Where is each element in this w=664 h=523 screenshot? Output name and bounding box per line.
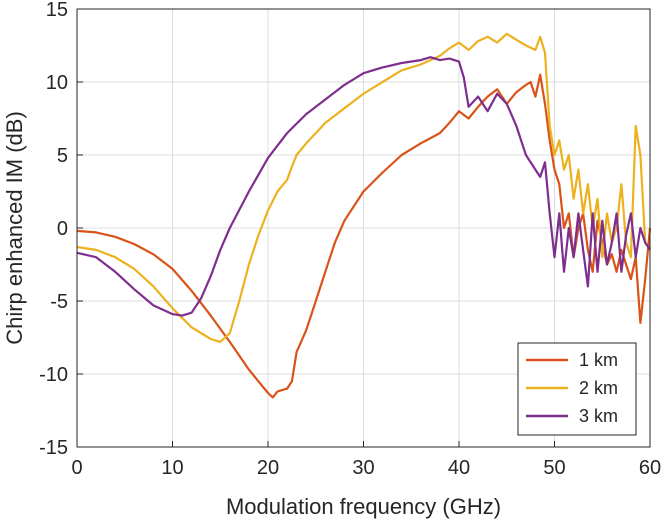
x-axis-label: Modulation frequency (GHz)	[226, 494, 501, 519]
x-tick-label: 30	[352, 457, 374, 479]
legend-label-1: 1 km	[579, 350, 618, 370]
legend-label-2: 2 km	[579, 378, 618, 398]
x-tick-label: 20	[257, 457, 279, 479]
y-tick-label: 0	[57, 218, 68, 240]
series-layer	[76, 32, 652, 399]
x-tick-label: 40	[448, 457, 470, 479]
legend-label-3: 3 km	[579, 406, 618, 426]
y-axis-label: Chirp enhanced IM (dB)	[2, 111, 27, 345]
y-tick-label: -5	[50, 291, 68, 313]
y-tick-labels: -15 -10 -5 0 5 10 15	[39, 0, 68, 459]
x-tick-label: 60	[639, 457, 661, 479]
x-tick-label: 50	[543, 457, 565, 479]
y-tick-label: 5	[57, 145, 68, 167]
axes	[76, 8, 651, 448]
x-tick-label: 10	[161, 457, 183, 479]
series-line-2	[76, 32, 651, 343]
x-tick-label: 0	[71, 457, 82, 479]
series-line-3	[76, 56, 651, 317]
y-tick-label: -10	[39, 364, 68, 386]
legend: 1 km 2 km 3 km	[517, 342, 637, 436]
x-tick-labels: 0 10 20 30 40 50 60	[71, 457, 661, 479]
y-tick-label: 15	[46, 0, 68, 21]
y-tick-label: -15	[39, 437, 68, 459]
y-tick-label: 10	[46, 72, 68, 94]
